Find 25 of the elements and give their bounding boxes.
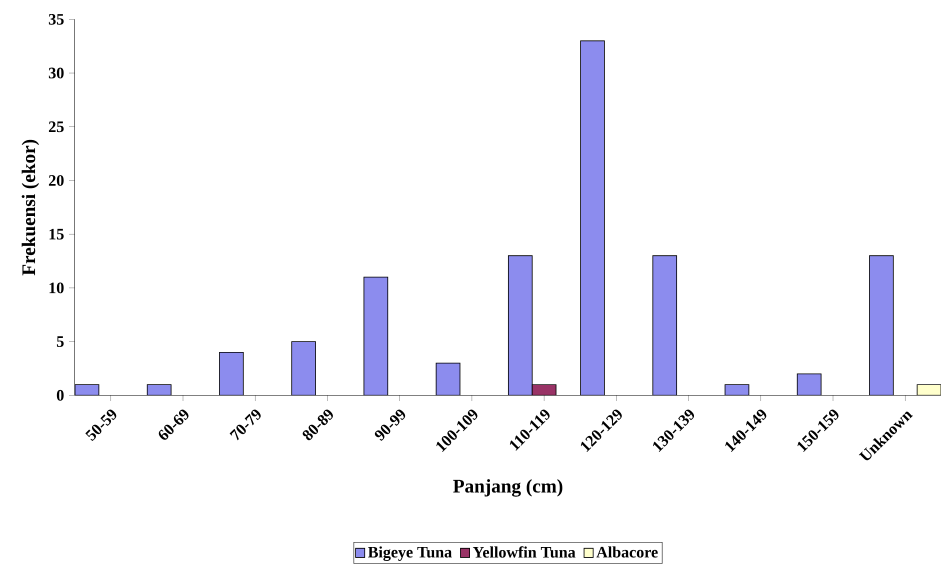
- y-tick-label: 5: [56, 336, 64, 347]
- bar: [291, 341, 316, 396]
- y-tick-label: 25: [48, 121, 64, 132]
- y-tick-label: 15: [50, 228, 64, 240]
- x-axis-title: Panjang (cm): [453, 479, 562, 497]
- bar: [147, 384, 172, 396]
- bar: [364, 276, 388, 396]
- y-tick-label: 0: [56, 390, 64, 401]
- y-tick-label: 35: [48, 14, 64, 25]
- legend-label: Albacore: [596, 546, 658, 558]
- bar: [796, 373, 822, 396]
- legend-label: Yellowfin Tuna: [472, 546, 576, 558]
- bar: [869, 255, 894, 396]
- y-tick-label: 30: [48, 68, 64, 78]
- legend-label: Bigeye Tuna: [368, 546, 452, 561]
- y-tick-label: 10: [50, 282, 64, 294]
- bar: [580, 40, 605, 396]
- y-tick-label: 20: [48, 175, 64, 186]
- bar: [436, 362, 460, 396]
- bar: [75, 384, 99, 396]
- bar: [652, 255, 678, 396]
- bar: [219, 352, 244, 396]
- bar: [508, 255, 533, 396]
- y-axis-title: Frekuensi (ekor): [22, 140, 40, 276]
- bar: [725, 384, 749, 396]
